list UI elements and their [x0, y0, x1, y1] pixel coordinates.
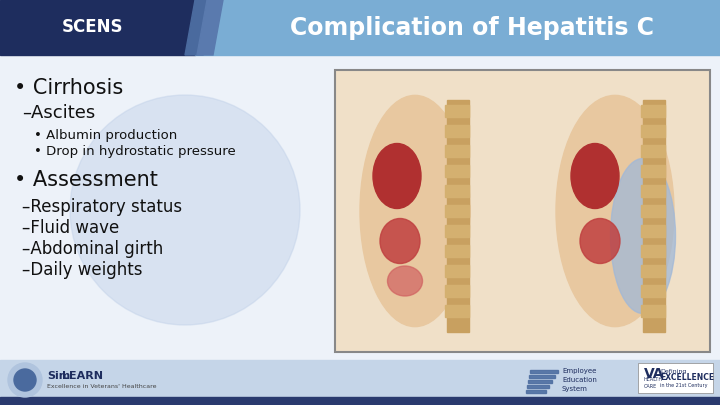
Bar — [641, 245, 665, 257]
Bar — [641, 125, 665, 137]
Bar — [335, 70, 710, 352]
Bar — [638, 363, 713, 393]
Circle shape — [70, 95, 300, 325]
Circle shape — [14, 369, 36, 391]
Bar — [643, 100, 665, 332]
Ellipse shape — [373, 143, 421, 209]
Bar — [526, 390, 546, 393]
Circle shape — [8, 363, 42, 397]
Bar — [641, 105, 665, 117]
Ellipse shape — [556, 96, 674, 326]
Bar — [641, 145, 665, 157]
Ellipse shape — [580, 219, 620, 264]
Bar — [527, 385, 549, 388]
Text: SCENS: SCENS — [62, 19, 123, 36]
Bar — [445, 125, 469, 137]
Text: Sim: Sim — [47, 371, 71, 381]
Text: Complication of Hepatitis C: Complication of Hepatitis C — [290, 15, 654, 40]
Text: • Albumin production: • Albumin production — [34, 128, 177, 141]
Text: • Assessment: • Assessment — [14, 170, 158, 190]
Text: Employee
Education
System: Employee Education System — [562, 369, 597, 392]
Bar — [0, 397, 720, 405]
Bar — [529, 375, 555, 378]
Text: –Ascites: –Ascites — [22, 104, 95, 122]
Bar — [0, 360, 720, 405]
Text: • Drop in hydrostatic pressure: • Drop in hydrostatic pressure — [34, 145, 235, 158]
Bar — [445, 185, 469, 197]
Polygon shape — [197, 0, 223, 55]
Text: –Respiratory status: –Respiratory status — [22, 198, 182, 216]
Text: LEARN: LEARN — [62, 371, 103, 381]
Bar — [641, 305, 665, 317]
Text: –Fluid wave: –Fluid wave — [22, 219, 120, 237]
Bar — [445, 245, 469, 257]
Text: in the 21st Century: in the 21st Century — [660, 382, 708, 388]
Ellipse shape — [380, 219, 420, 264]
Bar — [445, 205, 469, 217]
Bar — [641, 225, 665, 237]
Text: • Cirrhosis: • Cirrhosis — [14, 78, 123, 98]
Ellipse shape — [571, 143, 619, 209]
Text: HEALTH
CARE: HEALTH CARE — [644, 377, 663, 389]
Bar — [530, 370, 558, 373]
Polygon shape — [185, 0, 213, 55]
Text: Defining: Defining — [660, 369, 686, 373]
Text: EXCELLENCE: EXCELLENCE — [660, 373, 714, 382]
Text: VA: VA — [644, 367, 665, 381]
Ellipse shape — [387, 266, 423, 296]
Bar — [641, 265, 665, 277]
Bar — [335, 70, 710, 352]
Bar — [641, 185, 665, 197]
Bar — [447, 100, 469, 332]
Bar — [195, 0, 720, 55]
Bar — [528, 380, 552, 383]
Ellipse shape — [611, 158, 675, 313]
Bar — [445, 165, 469, 177]
Text: Excellence in Veterans' Healthcare: Excellence in Veterans' Healthcare — [47, 384, 156, 388]
Bar — [445, 305, 469, 317]
Ellipse shape — [360, 96, 470, 326]
Bar — [445, 105, 469, 117]
Bar — [445, 145, 469, 157]
Bar — [445, 265, 469, 277]
Text: –Abdominal girth: –Abdominal girth — [22, 240, 163, 258]
Bar — [445, 285, 469, 297]
Text: –Daily weights: –Daily weights — [22, 261, 143, 279]
Bar — [641, 285, 665, 297]
Bar — [641, 205, 665, 217]
Bar — [445, 225, 469, 237]
Bar — [0, 0, 195, 55]
Bar — [641, 165, 665, 177]
